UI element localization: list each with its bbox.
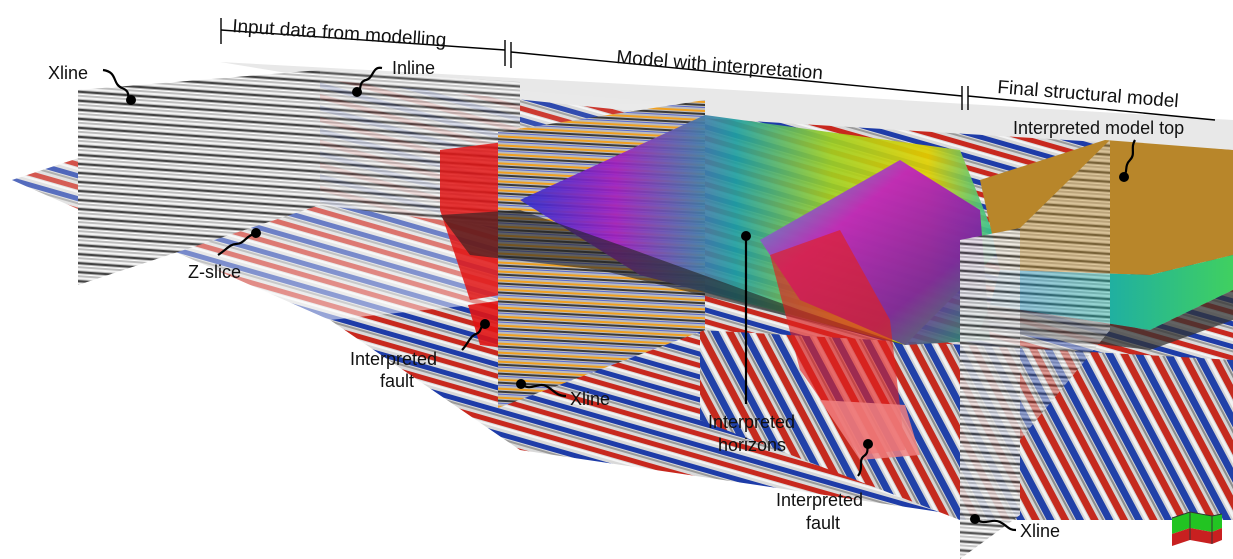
label-model-top: Interpreted model top — [1013, 118, 1184, 138]
label-fault-left-line1: Interpreted — [350, 349, 437, 369]
label-xline-top-left: Xline — [48, 63, 88, 83]
label-fault-left-line2: fault — [380, 371, 414, 391]
orientation-cube-icon — [1172, 512, 1222, 546]
header-model-interpretation: Model with interpretation — [616, 47, 824, 84]
label-xline-mid: Xline — [570, 389, 610, 409]
xline-section-right — [960, 228, 1020, 559]
label-xline-bottom-right: Xline — [1020, 521, 1060, 541]
label-horizons-line2: horizons — [718, 435, 786, 455]
label-horizons-line1: Interpreted — [708, 412, 795, 432]
label-fault-right-line2: fault — [806, 513, 840, 533]
label-inline: Inline — [392, 58, 435, 78]
header-input-data: Input data from modelling — [232, 16, 447, 51]
label-zslice: Z-slice — [188, 262, 241, 282]
label-fault-right-line1: Interpreted — [776, 490, 863, 510]
